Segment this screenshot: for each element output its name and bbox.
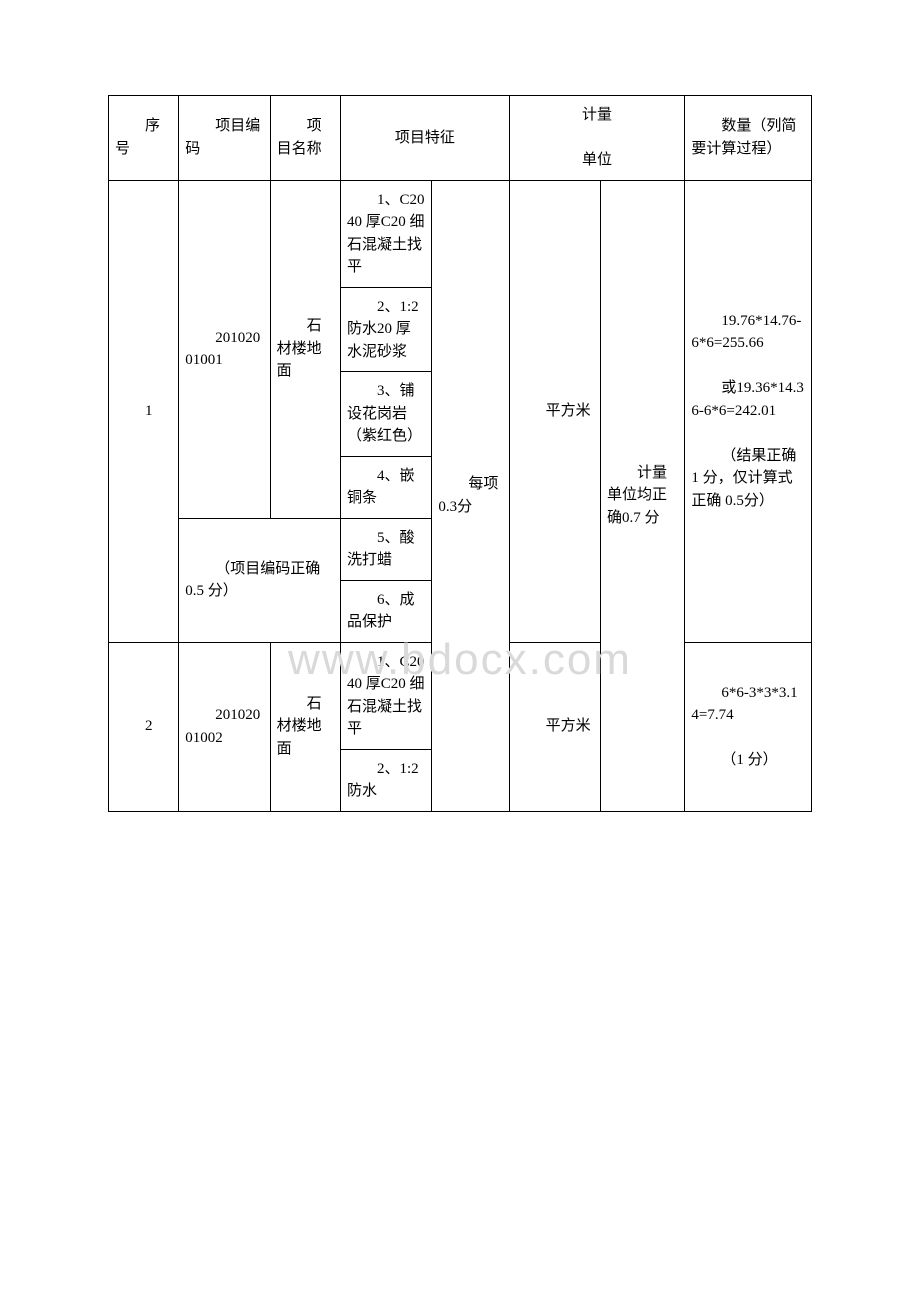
r1-unit: 平方米 [509, 180, 600, 642]
unit-score-text: 计量单位均正确0.7 分 [607, 462, 678, 530]
r1-f2-text: 2、1:2 防水20 厚水泥砂浆 [347, 296, 425, 364]
r1-seq: 1 [109, 180, 179, 642]
r1-qty: 19.76*14.76-6*6=255.66 或19.36*14.36-6*6=… [685, 180, 812, 642]
r2-qty-line2: （1 分） [691, 749, 805, 772]
header-unit: 计量 单位 [509, 96, 685, 181]
r1-f4: 4、嵌铜条 [340, 456, 431, 518]
r1-f5-text: 5、酸洗打蜡 [347, 527, 425, 572]
header-code-text: 项目编码 [185, 115, 263, 160]
r1-qty-line1: 19.76*14.76-6*6=255.66 [691, 310, 805, 355]
r2-qty: 6*6-3*3*3.14=7.74 （1 分） [685, 642, 812, 811]
table-container: www.bdocx.com 序号 项目编码 项目名称 项目特征 计量 单位 数量… [108, 95, 812, 812]
r2-f2-text: 2、1:2 防水 [347, 758, 425, 803]
r1-f3: 3、铺设花岗岩（紫红色） [340, 372, 431, 457]
r1-f1-text: 1、C20 40 厚C20 细石混凝土找平 [347, 189, 425, 279]
project-table: 序号 项目编码 项目名称 项目特征 计量 单位 数量（列简要计算过程） 1 20… [108, 95, 812, 812]
header-unit-line1: 计量 [582, 107, 612, 123]
r2-unit: 平方米 [509, 642, 600, 811]
r1-f6: 6、成品保护 [340, 580, 431, 642]
header-seq-text: 序号 [115, 115, 172, 160]
header-row: 序号 项目编码 项目名称 项目特征 计量 单位 数量（列简要计算过程） [109, 96, 812, 181]
header-name-text: 项目名称 [277, 115, 334, 160]
r1-code-note: （项目编码正确 0.5 分） [179, 518, 341, 642]
r2-name: 石材楼地面 [270, 642, 340, 811]
r2-unit-text: 平方米 [516, 715, 594, 738]
r1-code-text: 20102001001 [185, 327, 263, 372]
r2-seq: 2 [109, 642, 179, 811]
r2-qty-line1: 6*6-3*3*3.14=7.74 [691, 682, 805, 727]
r1-name-text: 石材楼地面 [277, 315, 334, 383]
header-feature: 项目特征 [340, 96, 509, 181]
r1-f6-text: 6、成品保护 [347, 589, 425, 634]
r2-f2: 2、1:2 防水 [340, 749, 431, 811]
r1-f1: 1、C20 40 厚C20 细石混凝土找平 [340, 180, 431, 287]
r2-f1: 1、C20 40 厚C20 细石混凝土找平 [340, 642, 431, 749]
r1-qty-line3: （结果正确 1 分，仅计算式正确 0.5分） [691, 445, 805, 513]
r2-code-text: 20102001002 [185, 704, 263, 749]
r1-f4-text: 4、嵌铜条 [347, 465, 425, 510]
header-unit-line2: 单位 [582, 152, 612, 168]
feature-score-cell: 每项 0.3分 [432, 180, 509, 811]
r1-seq-text: 1 [115, 400, 172, 423]
r1-name: 石材楼地面 [270, 180, 340, 518]
r2-name-text: 石材楼地面 [277, 693, 334, 761]
r1-f5: 5、酸洗打蜡 [340, 518, 431, 580]
r1-code: 20102001001 [179, 180, 270, 518]
r1-f2: 2、1:2 防水20 厚水泥砂浆 [340, 287, 431, 372]
r1-unit-text: 平方米 [516, 400, 594, 423]
feature-score-text: 每项 0.3分 [438, 473, 502, 518]
header-name: 项目名称 [270, 96, 340, 181]
header-qty-text: 数量（列简要计算过程） [691, 115, 805, 160]
r1-f3-text: 3、铺设花岗岩（紫红色） [347, 380, 425, 448]
r1-qty-line2: 或19.36*14.36-6*6=242.01 [691, 377, 805, 422]
header-code: 项目编码 [179, 96, 270, 181]
unit-score-cell: 计量单位均正确0.7 分 [601, 180, 685, 811]
r2-code: 20102001002 [179, 642, 270, 811]
header-seq: 序号 [109, 96, 179, 181]
header-qty: 数量（列简要计算过程） [685, 96, 812, 181]
r2-f1-text: 1、C20 40 厚C20 细石混凝土找平 [347, 651, 425, 741]
table-row: 1 20102001001 石材楼地面 1、C20 40 厚C20 细石混凝土找… [109, 180, 812, 287]
r2-seq-text: 2 [115, 715, 172, 738]
r1-code-note-text: （项目编码正确 0.5 分） [185, 558, 334, 603]
